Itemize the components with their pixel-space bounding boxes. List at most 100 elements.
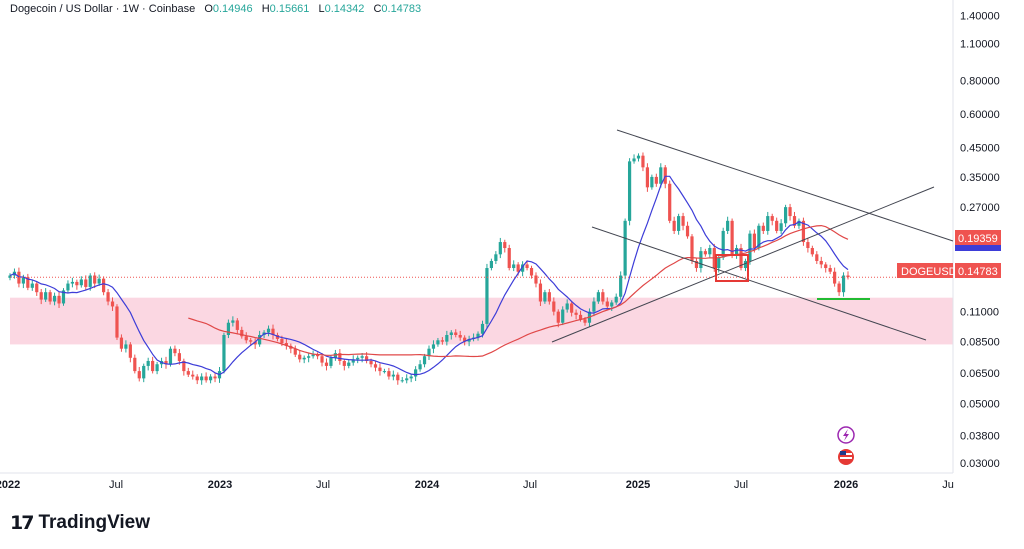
candle-body <box>204 376 208 381</box>
last-price-badge: DOGEUSD 0.14783 <box>897 263 1001 278</box>
candle-body <box>601 292 605 302</box>
candle-body <box>556 311 560 323</box>
candle-body <box>88 275 92 287</box>
candle-body <box>440 340 444 342</box>
breakout-highlight-box <box>715 254 749 282</box>
price-tick-label: 1.40000 <box>960 11 1000 23</box>
price-axis[interactable]: 1.40000 1.10000 0.80000 0.60000 0.45000 0.350… <box>960 11 1000 470</box>
candle-body <box>806 242 810 249</box>
time-axis[interactable]: 2022 Jul 2023 Jul 2024 Jul 2025 Jul 2026 Ju <box>0 479 954 491</box>
candle-body <box>775 220 779 231</box>
candle-body <box>445 334 449 342</box>
candle-body <box>391 374 395 377</box>
candle-body <box>66 283 70 291</box>
time-tick-label: Jul <box>316 479 330 491</box>
candle-body <box>779 223 783 231</box>
candle-body <box>801 220 806 243</box>
tradingview-logo[interactable]: 17 TradingView <box>10 512 150 534</box>
candle-body <box>458 334 462 338</box>
candle-body <box>761 225 765 231</box>
candle-body <box>489 260 494 269</box>
candle-body <box>436 340 440 345</box>
candle-body <box>351 359 355 363</box>
candle-body <box>378 367 382 372</box>
candle-body <box>258 334 262 345</box>
candle-body <box>405 378 409 381</box>
candle-body <box>302 357 306 360</box>
candle-body <box>538 283 543 302</box>
candle-body <box>454 332 458 335</box>
candle-body <box>681 216 685 226</box>
low-label: L <box>318 3 324 15</box>
candle-body <box>342 360 346 366</box>
time-tick-label: 2024 <box>415 479 440 491</box>
time-tick-label: 2022 <box>0 479 20 491</box>
candle-body <box>783 207 788 224</box>
candle-body <box>766 216 770 231</box>
candle-body <box>583 319 587 323</box>
symbol-legend[interactable]: Dogecoin / US Dollar · 1W · Coinbase O0.… <box>10 3 421 15</box>
time-tick-label: Jul <box>734 479 748 491</box>
candle-body <box>757 225 761 249</box>
candle-body <box>356 357 360 360</box>
tradingview-logo-icon: 17 <box>10 512 34 534</box>
candle-body <box>739 248 743 269</box>
candle-body <box>431 344 436 349</box>
open-label: O <box>204 3 213 15</box>
time-tick-label: Jul <box>109 479 123 491</box>
candle-body <box>155 364 159 372</box>
candle-body <box>507 248 511 269</box>
candle-body <box>592 301 596 312</box>
candle-body <box>748 233 752 261</box>
candle-body <box>293 348 297 355</box>
high-value: 0.15661 <box>270 3 310 15</box>
candle-body <box>35 283 39 293</box>
high-label: H <box>262 3 270 15</box>
candle-body <box>168 348 173 365</box>
us-flag-icon[interactable] <box>838 449 854 465</box>
price-tick-label: 0.03000 <box>960 458 1000 470</box>
candle-body <box>347 362 351 366</box>
candle-body <box>213 376 217 379</box>
candle-series <box>8 152 850 385</box>
time-tick-label: Ju <box>942 479 954 491</box>
last-price-symbol: DOGEUSD <box>901 266 957 278</box>
price-tick-label: 0.27000 <box>960 202 1000 214</box>
candle-body <box>726 220 730 231</box>
candle-body <box>79 279 83 286</box>
price-tick-label: 0.60000 <box>960 109 1000 121</box>
breakout-trendline <box>551 186 935 343</box>
candle-body <box>605 301 609 307</box>
candle-body <box>369 360 373 365</box>
candle-body <box>97 278 101 284</box>
candle-body <box>512 264 516 269</box>
candle-body <box>641 155 645 168</box>
candle-body <box>717 257 721 269</box>
lightning-icon[interactable] <box>837 426 855 444</box>
price-tick-label: 0.45000 <box>960 143 1000 155</box>
candle-body <box>498 242 502 255</box>
candle-body <box>547 292 551 302</box>
candle-body <box>627 161 632 221</box>
candle-body <box>208 376 213 381</box>
time-tick-label: 2023 <box>208 479 232 491</box>
candle-body <box>253 341 257 345</box>
close-label: C <box>373 3 381 15</box>
candle-body <box>338 353 342 361</box>
candle-body <box>266 328 271 333</box>
price-tick-label: 0.80000 <box>960 76 1000 88</box>
candle-body <box>561 309 565 323</box>
last-price-value: 0.14783 <box>958 266 998 278</box>
candle-body <box>663 167 667 184</box>
candle-body <box>324 362 329 366</box>
candle-body <box>650 176 654 188</box>
candle-body <box>21 277 25 284</box>
candle-body <box>231 320 235 323</box>
price-tick-label: 0.08500 <box>960 337 1000 349</box>
candle-body <box>186 371 190 375</box>
time-tick-label: 2026 <box>834 479 858 491</box>
candle-body <box>222 334 226 372</box>
candle-body <box>534 275 538 284</box>
candle-body <box>17 271 21 284</box>
